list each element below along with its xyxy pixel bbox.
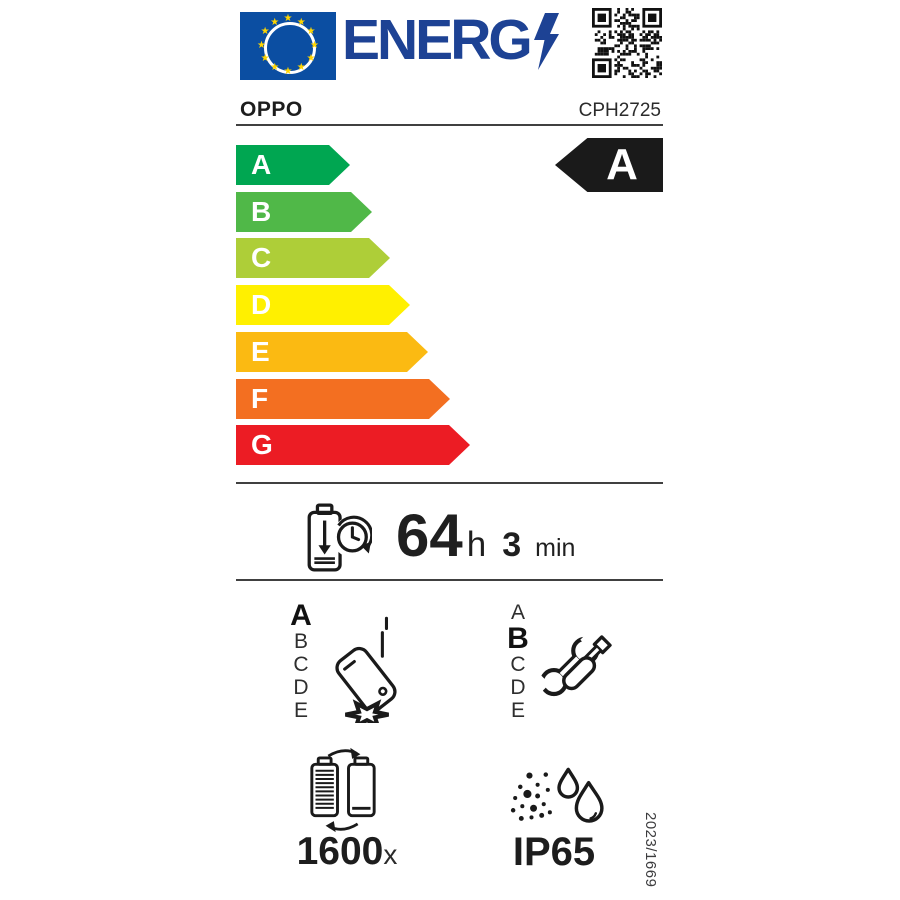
scale-arrow-f: F [236,379,450,419]
eu-star-icon: ★ [306,26,316,38]
battery-cycles-value: 1600x [291,830,403,874]
regulation-number: 2023/1669 [642,812,659,888]
scale-letter: A [251,149,272,180]
divider-scale [236,482,663,484]
eu-star-icon: ★ [257,39,266,51]
class-letter-e: E [510,699,525,722]
class-letter-b: B [507,622,529,655]
cycles-count: 1600 [296,830,384,873]
eu-star-icon: ★ [310,39,319,51]
eu-star-icon: ★ [270,62,280,74]
class-letter-d: D [293,676,309,699]
class-letter-a: A [510,601,525,624]
cycles-unit: x [383,839,398,870]
eu-star-icon: ★ [283,66,293,77]
class-letter-c: C [510,653,526,676]
dust-water-icon [510,767,604,823]
scale-letter: D [251,289,272,320]
scale-letter: G [251,429,273,460]
brand-name: OPPO [240,98,303,121]
battery-cycles-icon [310,747,376,833]
eu-star-icon: ★ [260,26,270,38]
scale-letter: E [251,336,270,367]
eu-star-icon: ★ [296,62,306,74]
model-number: CPH2725 [578,100,661,121]
scale-arrow-a: A [236,145,350,185]
water-drops [557,767,604,823]
eu-star-icon: ★ [306,52,316,64]
eu-flag: ★ ★ ★ ★ ★ ★ ★ ★ ★ ★ ★ ★ [240,12,336,80]
scale-arrow-e: E [236,332,428,372]
eu-star-icon: ★ [270,16,280,28]
scale-letter: B [251,196,272,227]
rating-grade: A [606,140,638,189]
endurance-hours: 64 [396,502,463,569]
eu-star-icon: ★ [260,52,270,64]
phone-drop-icon [335,616,397,723]
scale-arrow-c: C [236,238,390,278]
endurance-hours-unit: h [466,525,487,564]
battery-endurance-value: 64 h 3 min [396,500,575,572]
class-letter-c: C [293,653,309,676]
eu-flag-ring [264,22,316,74]
divider-endurance [236,579,663,581]
scale-letter: C [251,242,272,273]
scale-letter: F [251,383,269,414]
energy-logo-text: ENERG [342,8,533,72]
class-letter-a: A [290,599,312,632]
eu-star-icon: ★ [296,16,306,28]
battery-endurance-icon [307,503,372,572]
rating-arrow: A [555,138,663,192]
energy-logo: ENERG [342,10,560,70]
impact-burst [345,699,389,723]
ip-rating-value: IP65 [512,830,596,874]
scale-arrow-b: B [236,192,372,232]
dust-particles [510,772,552,821]
lightning-bolt-icon [533,13,559,70]
class-letter-e: E [293,699,308,722]
scale-arrow-d: D [236,285,410,325]
repair-tools-icon [530,629,612,697]
scale-arrow-g: G [236,425,470,465]
class-letter-d: D [510,676,526,699]
class-letter-b: B [293,630,308,653]
endurance-minutes: 3 [502,526,522,564]
eu-star-icon: ★ [283,13,293,24]
qr-code [592,8,662,78]
endurance-minutes-unit: min [535,534,576,562]
divider-header [236,124,663,126]
